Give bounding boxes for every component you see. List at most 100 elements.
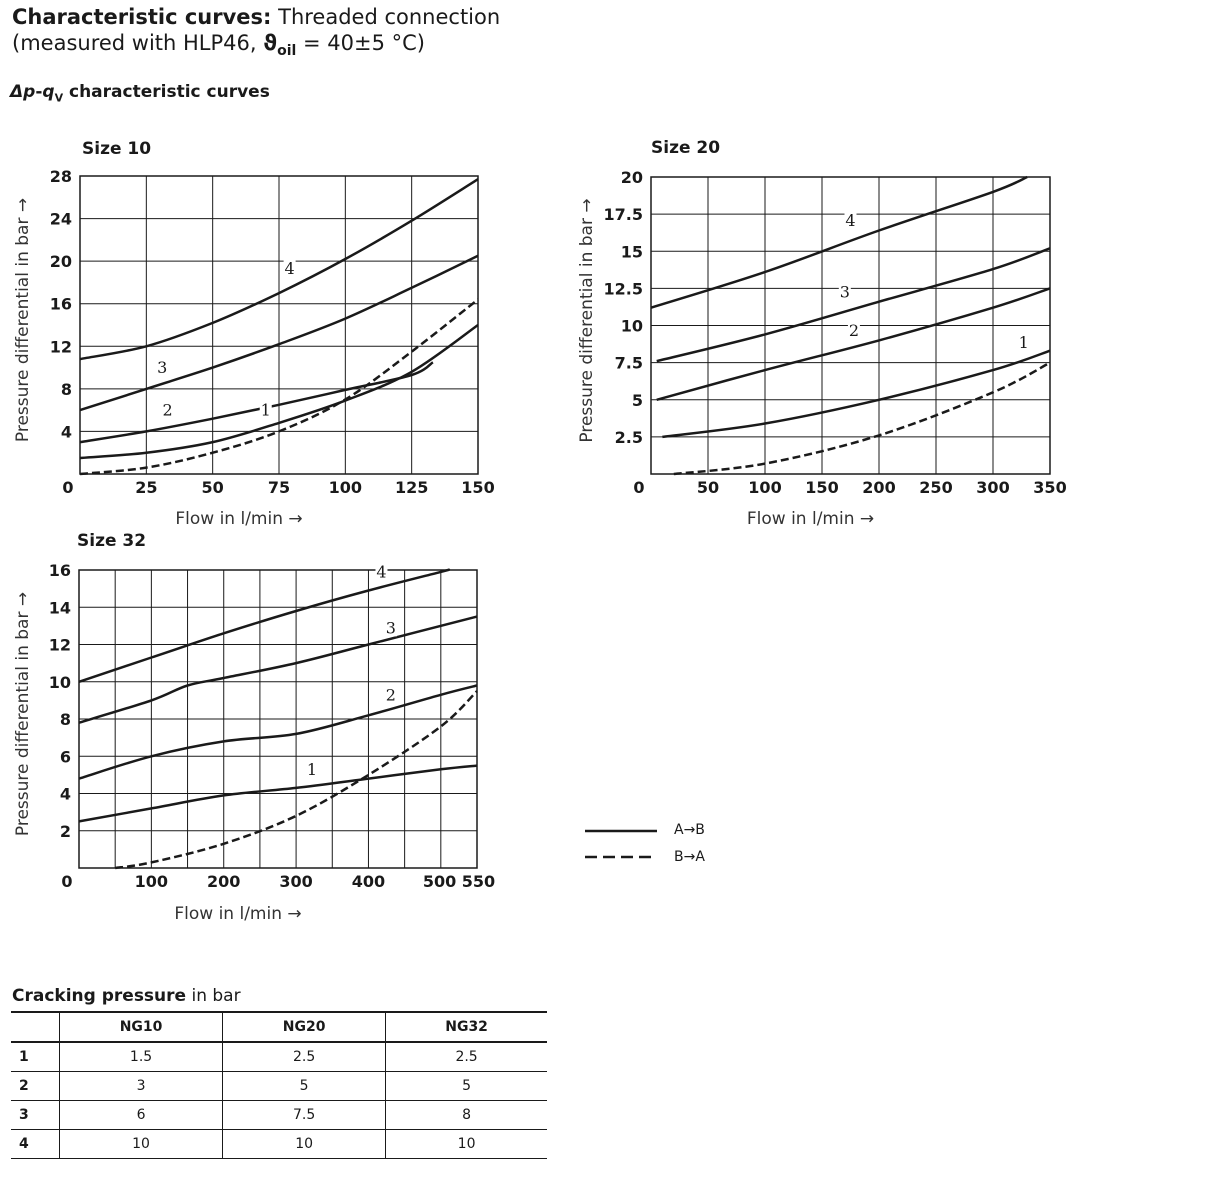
series-line-3 [79, 254, 479, 412]
y-tick-label: 2 [60, 822, 71, 841]
table-cell: 6 [58, 1100, 223, 1130]
table-cell: 1 [11, 1042, 60, 1072]
series-line-1 [78, 764, 478, 823]
curve-label-bg [161, 401, 174, 419]
y-tick-label: 14 [49, 598, 71, 617]
table-cell: 10 [58, 1129, 223, 1159]
x-tick-label: 25 [135, 478, 157, 497]
curve-label-bg [283, 259, 296, 277]
x-tick-label: 500 550 [423, 872, 495, 891]
x-axis-label: Flow in l/min → [747, 509, 874, 529]
x-axis-label: Flow in l/min → [175, 509, 302, 529]
table-row: 4 10 10 10 [11, 1129, 547, 1159]
y-tick-label: 5 [632, 391, 643, 410]
x-tick-label: 400 [352, 872, 385, 891]
x-tick-label: 200 [862, 478, 895, 497]
y-axis-label: Pressure differential in bar → [13, 592, 33, 836]
y-tick-label: 8 [60, 710, 71, 729]
series-line-2 [79, 361, 434, 444]
curve-label-1: 1 [307, 760, 317, 779]
table-cell: 3 [58, 1071, 223, 1101]
y-tick-label: 4 [61, 422, 72, 441]
y-tick-label: 20 [621, 168, 643, 187]
y-tick-label: 4 [60, 785, 71, 804]
cracking-title-bold: Cracking pressure [12, 986, 187, 1006]
curve-label-3: 3 [157, 358, 167, 377]
y-axis-label: Pressure differential in bar → [13, 198, 33, 442]
curve-label-bg [1017, 333, 1030, 351]
table-row: 2 3 5 5 [11, 1071, 547, 1101]
table-cell: 8 [385, 1100, 547, 1130]
curve-label-2: 2 [386, 685, 396, 704]
x-tick-label: 0 [62, 478, 73, 497]
table-cell: 1.5 [58, 1042, 223, 1072]
curve-label-bg [384, 686, 397, 704]
table-cell: 10 [222, 1129, 386, 1159]
x-axis-label: Flow in l/min → [174, 904, 301, 924]
x-tick-label: 0 [633, 478, 644, 497]
curve-label-1: 1 [1019, 333, 1029, 352]
curve-label-bg [156, 358, 169, 376]
x-tick-label: 200 [207, 872, 240, 891]
x-tick-label: 50 [202, 478, 224, 497]
y-tick-label: 28 [50, 167, 72, 186]
series-line-1 [79, 323, 479, 460]
series-line-b-to-a [79, 298, 479, 476]
curve-label-4: 4 [845, 211, 855, 230]
curve-label-1: 1 [261, 400, 271, 419]
theta-subscript: oil [277, 43, 297, 60]
header-title-rest: Threaded connection [271, 5, 501, 29]
curve-label-bg [306, 760, 319, 778]
series-line-2 [656, 287, 1051, 402]
table-cell: 4 [11, 1129, 60, 1159]
legend-dashed-label: B→A [674, 849, 705, 865]
chart-title: Size 20 [651, 138, 720, 158]
series-line-b-to-a [673, 361, 1051, 476]
y-tick-label: 8 [61, 380, 72, 399]
x-tick-label: 100 [329, 478, 362, 497]
header-line2-suffix: = 40±5 °C) [296, 31, 425, 55]
y-tick-label: 2.5 [615, 428, 643, 447]
section-subtitle: Δp-qV characteristic curves [10, 82, 270, 104]
series-line-4 [78, 568, 451, 683]
table-header-cell [11, 1011, 60, 1043]
theta-symbol: ϑ [263, 31, 278, 55]
table-cell: 5 [385, 1071, 547, 1101]
y-tick-label: 6 [60, 747, 71, 766]
chart-title: Size 10 [82, 139, 151, 159]
curve-label-bg [375, 563, 388, 581]
y-tick-label: 12 [49, 636, 71, 655]
curve-label-3: 3 [386, 618, 396, 637]
x-tick-label: 0 [61, 872, 72, 891]
curve-label-2: 2 [849, 321, 859, 340]
table-cell: 3 [11, 1100, 60, 1130]
x-tick-label: 150 [805, 478, 838, 497]
curve-label-3: 3 [840, 282, 850, 301]
page-header: Characteristic curves: Threaded connecti… [12, 4, 500, 64]
series-line-4 [650, 175, 1028, 309]
y-tick-label: 17.5 [604, 205, 643, 224]
series-line-4 [79, 178, 479, 361]
y-tick-label: 12.5 [604, 279, 643, 298]
curve-label-bg [844, 212, 857, 230]
subtitle-rest: characteristic curves [63, 82, 270, 102]
x-tick-label: 150 [461, 478, 494, 497]
y-tick-label: 15 [621, 242, 643, 261]
series-line-1 [662, 349, 1051, 439]
x-tick-label: 250 [919, 478, 952, 497]
table-header-cell: NG20 [222, 1011, 386, 1043]
cracking-table-title: Cracking pressure in bar [12, 986, 241, 1006]
x-tick-label: 50 [697, 478, 719, 497]
table-cell: 2.5 [222, 1042, 386, 1072]
series-line-2 [78, 684, 478, 780]
subtitle-dash: - [35, 82, 43, 102]
x-tick-label: 75 [268, 478, 290, 497]
table-row: 1 1.5 2.5 2.5 [11, 1042, 547, 1072]
subtitle-q: q [42, 82, 55, 102]
curve-label-bg [838, 283, 851, 301]
cracking-pressure-table: NG10 NG20 NG32 1 1.5 2.5 2.5 2 3 5 5 3 6… [11, 1011, 547, 1159]
curve-label-2: 2 [162, 400, 172, 419]
